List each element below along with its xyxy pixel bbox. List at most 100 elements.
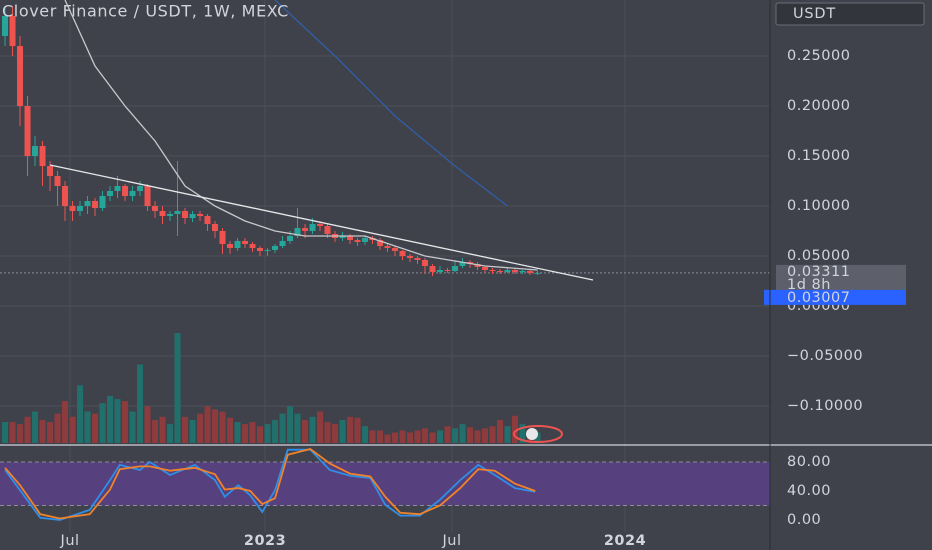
currency-label[interactable]: USDT — [793, 6, 836, 22]
y-tick-label: 0.20000 — [787, 98, 850, 114]
candle-body — [182, 211, 189, 218]
volume-bar — [294, 413, 301, 443]
volume-bar — [317, 411, 324, 443]
bid-box — [764, 289, 906, 305]
volume-bar — [69, 416, 76, 443]
y-tick-label: −0.10000 — [787, 398, 863, 414]
candle-body — [474, 264, 481, 267]
volume-bar — [47, 422, 54, 443]
volume-bar — [159, 416, 166, 443]
candle-body — [257, 248, 264, 251]
volume-bar — [279, 413, 286, 443]
candle-body — [129, 191, 136, 196]
candle-body — [197, 214, 204, 216]
event-marker[interactable] — [513, 425, 563, 443]
volume-bar — [9, 422, 16, 443]
volume-bar — [497, 419, 504, 443]
x-tick-label: Jul — [442, 533, 462, 549]
last-price-label: 0.03311 — [787, 264, 850, 280]
candle-body — [437, 270, 444, 272]
volume-bar — [414, 430, 421, 443]
volume-bar — [339, 419, 346, 443]
volume-bar — [197, 413, 204, 443]
currency-button[interactable] — [775, 2, 925, 26]
candle-body — [92, 201, 99, 208]
candle-body — [189, 214, 196, 218]
candle-body — [497, 271, 504, 272]
volume-bar — [24, 416, 31, 443]
volume-bar — [144, 406, 151, 443]
volume-bar — [92, 413, 99, 443]
candle-body — [324, 226, 331, 234]
volume-bar — [444, 426, 451, 443]
candle-body — [174, 211, 181, 214]
candle-body — [489, 270, 496, 271]
candle-body — [512, 270, 519, 272]
candle-body — [69, 206, 76, 211]
bid-label: 0.03007 — [787, 290, 850, 306]
volume-bar — [182, 416, 189, 443]
volume-bar — [129, 411, 136, 443]
volume-bar — [114, 399, 121, 443]
volume-bar — [504, 426, 511, 443]
volume-bar — [429, 432, 436, 443]
countdown-label: 1d 8h — [787, 277, 831, 293]
candle-body — [519, 271, 526, 272]
chart-title: Clover Finance / USDT, 1W, MEXC — [2, 2, 289, 21]
y-tick-label: 0.00 — [787, 512, 821, 528]
candle-body — [452, 266, 459, 271]
volume-bar — [324, 422, 331, 443]
volume-bar — [77, 385, 84, 443]
volume-bar — [407, 432, 414, 443]
candle-body — [384, 246, 391, 248]
candle-body — [99, 196, 106, 208]
volume-bar — [189, 419, 196, 443]
moving-average — [274, 0, 508, 207]
volume-bar — [392, 432, 399, 443]
candle-body — [264, 250, 271, 251]
volume-bar — [152, 419, 159, 443]
volume-bar — [54, 413, 61, 443]
candle-body — [422, 260, 429, 266]
volume-bar — [249, 422, 256, 443]
candle-body — [9, 16, 16, 46]
candle-body — [137, 186, 144, 191]
candle-body — [444, 270, 451, 271]
candle-body — [459, 262, 466, 266]
volume-bar — [17, 424, 24, 443]
volume-bar — [2, 422, 9, 443]
volume-bar — [219, 411, 226, 443]
candle-body — [204, 216, 211, 224]
volume-bar — [39, 419, 46, 443]
candle-body — [234, 241, 241, 248]
volume-bar — [264, 424, 271, 443]
candle-body — [159, 211, 166, 216]
candle-body — [219, 231, 226, 244]
candle-body — [152, 206, 159, 211]
candle-body — [362, 238, 369, 242]
candle-body — [407, 256, 414, 258]
candle-body — [2, 16, 9, 36]
volume-bar — [234, 422, 241, 443]
axes: −0.10000−0.050000.000000.050000.100000.1… — [60, 48, 906, 549]
candle-body — [504, 270, 511, 272]
volume-bar — [257, 426, 264, 443]
volume-bar — [377, 430, 384, 443]
stoch-line — [4, 448, 536, 521]
volume-bar — [482, 428, 489, 443]
volume-bar — [452, 428, 459, 443]
event-flag[interactable] — [526, 428, 538, 440]
volume-bar — [212, 409, 219, 443]
volume-bar — [242, 424, 249, 443]
candle-body — [339, 236, 346, 238]
candle-body — [399, 251, 406, 256]
candle-body — [302, 228, 309, 231]
candle-body — [347, 236, 354, 240]
volume-bar — [474, 430, 481, 443]
candle-body — [107, 191, 114, 196]
volume-bar — [534, 432, 541, 443]
candle-body — [249, 244, 256, 248]
volume-bar — [354, 417, 361, 443]
candle-body — [294, 228, 301, 236]
